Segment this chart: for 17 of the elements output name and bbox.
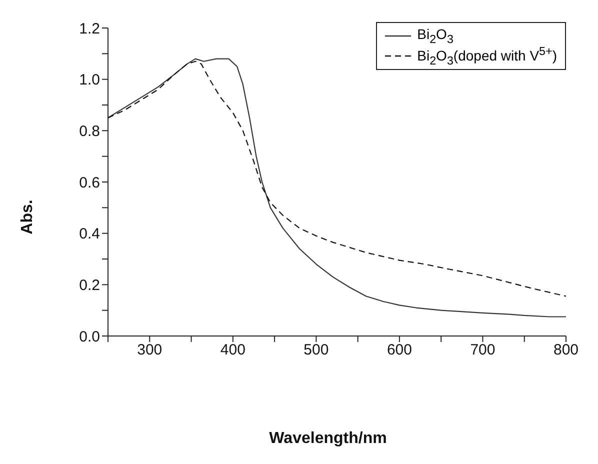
x-axis-title: Wavelength/nm [268, 430, 388, 448]
x-tick-label: 700 [470, 342, 496, 359]
legend-label: Bi$_{2}$O$_{3}$(doped with V$^{5+}$) [417, 44, 557, 68]
y-tick-label: 0.2 [79, 276, 100, 294]
y-tick-label: 1.2 [79, 20, 100, 38]
x-tick-label: 400 [220, 342, 246, 359]
x-tick-label: 500 [304, 342, 329, 359]
y-tick-label: 0.6 [79, 174, 100, 192]
y-axis-title: Abs. [19, 198, 37, 236]
x-tick-label: 300 [137, 342, 162, 359]
y-tick-label: 0.8 [79, 122, 100, 140]
x-tick-label: 600 [386, 342, 412, 359]
text: 0.0 [79, 328, 100, 346]
y-tick-label: 0.4 [79, 226, 100, 243]
x-tick-label: 800 [553, 342, 579, 359]
text: 1.0 [79, 72, 100, 89]
legend-label: Bi$_{2}$O$_{3}$ [417, 26, 454, 46]
